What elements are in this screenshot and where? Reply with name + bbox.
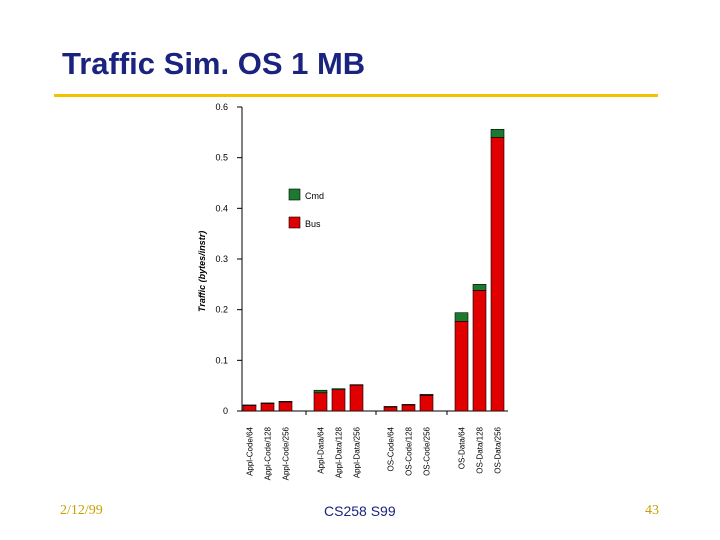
legend-label-cmd: Cmd	[305, 191, 324, 201]
legend-swatch-cmd	[288, 188, 301, 201]
y-tick-label: 0.4	[215, 203, 228, 213]
bar-cmd-6	[383, 406, 398, 408]
bar-bus-9	[454, 321, 469, 412]
bar-bus-5	[349, 384, 364, 412]
bar-bus-7	[401, 404, 416, 412]
title-underline	[54, 94, 658, 97]
category-label: OS-Code/256	[423, 426, 432, 475]
bar-cmd-10	[472, 284, 487, 291]
category-label: Appl-Code/128	[264, 426, 273, 480]
y-tick-label: 0.3	[215, 254, 228, 264]
bar-cmd-0	[242, 404, 257, 406]
chart-category-labels: Appl-Code/64 Appl-Code/128 Appl-Code/256 Ap…	[246, 426, 503, 480]
category-label: OS-Data/64	[458, 426, 467, 469]
legend-swatch-bus	[288, 216, 301, 229]
bar-cmd-4	[331, 388, 346, 391]
bar-cmd-2	[278, 401, 293, 403]
category-label: Appl-Code/256	[282, 426, 291, 480]
category-label: Appl-Data/256	[353, 426, 362, 478]
y-tick-label: 0.1	[215, 355, 228, 365]
footer-course: CS258 S99	[324, 503, 396, 519]
category-label: OS-Code/128	[405, 426, 414, 475]
bar-bus-1	[260, 403, 275, 412]
category-label: Appl-Data/64	[317, 426, 326, 473]
bar-cmd-3	[313, 389, 328, 394]
bar-bus-11	[490, 137, 505, 412]
bar-bus-0	[242, 405, 257, 412]
y-tick-label: 0.5	[215, 153, 228, 163]
bar-bus-3	[313, 392, 328, 412]
bar-cmd-9	[454, 312, 469, 322]
y-tick-label: 0.6	[215, 102, 228, 112]
category-label: Appl-Code/64	[246, 426, 255, 475]
bar-cmd-11	[490, 128, 505, 138]
slide-title: Traffic Sim. OS 1 MB	[62, 46, 366, 81]
bar-cmd-8	[419, 393, 434, 396]
bar-cmd-7	[401, 404, 416, 406]
category-label: Appl-Data/128	[335, 426, 344, 478]
bar-bus-8	[419, 394, 434, 412]
bar-bus-4	[331, 389, 346, 412]
bar-bus-6	[383, 406, 398, 412]
legend-label-bus: Bus	[305, 219, 321, 229]
category-label: OS-Data/256	[494, 426, 503, 473]
bar-cmd-5	[349, 384, 364, 386]
chart-legend: Cmd Bus	[288, 188, 324, 229]
footer-page-number: 43	[645, 503, 659, 518]
footer-date: 2/12/99	[60, 503, 103, 518]
y-axis-label: Traffic (bytes/instr)	[197, 231, 207, 312]
chart-bars	[242, 128, 505, 412]
y-tick-label: 0.2	[215, 305, 228, 315]
category-label: OS-Data/128	[476, 426, 485, 473]
bar-bus-2	[278, 401, 293, 412]
y-tick-label: 0	[223, 406, 228, 416]
bar-bus-10	[472, 290, 487, 412]
category-label: OS-Code/64	[387, 426, 396, 471]
bar-cmd-1	[260, 402, 275, 404]
